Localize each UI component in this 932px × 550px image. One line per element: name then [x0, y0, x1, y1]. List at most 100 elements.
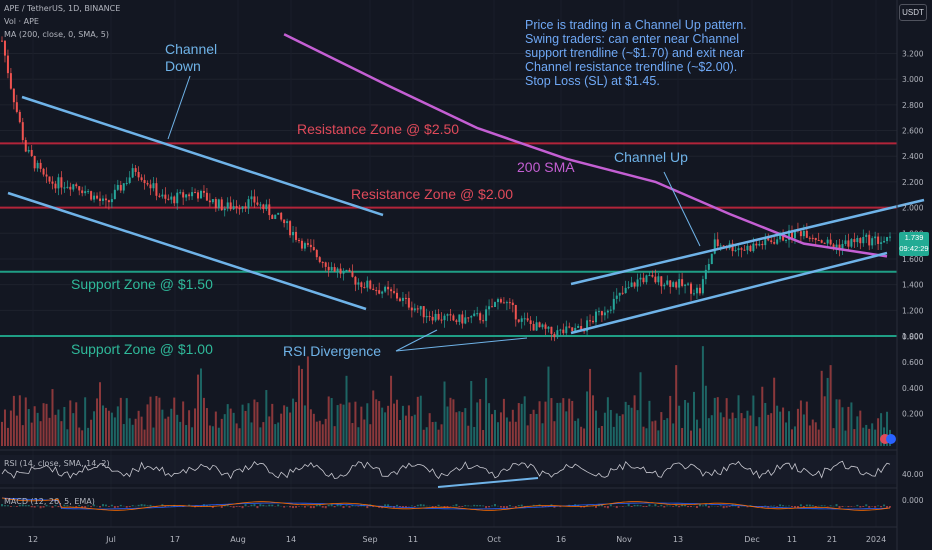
candle-body [883, 241, 886, 243]
analysis-note: Price is trading in a Channel Up pattern… [525, 18, 747, 88]
macd-bar [862, 506, 865, 507]
volume-bar [363, 419, 366, 446]
volume-bar [645, 428, 648, 446]
volume-bar [387, 405, 390, 446]
macd-bar [776, 506, 779, 507]
candle-body [529, 320, 532, 325]
time-tick-label: 14 [286, 535, 296, 544]
volume-bar [488, 403, 491, 446]
macd-bar [609, 504, 612, 507]
macd-bar [229, 506, 232, 507]
volume-bar [289, 412, 292, 446]
volume-bar [146, 404, 149, 446]
candle-body [24, 140, 27, 152]
volume-bar [27, 409, 30, 446]
macd-bar [479, 505, 482, 507]
candle-body [461, 314, 464, 324]
volume-bar [707, 418, 710, 446]
macd-bar [354, 505, 357, 507]
ma-legend[interactable]: MA (200, close, 0, SMA, 5) [4, 30, 110, 39]
volume-bar [39, 421, 42, 446]
volume-bar [303, 405, 306, 446]
volume-bar [710, 415, 713, 446]
macd-bar [790, 506, 793, 507]
channel-down-label-2: Down [165, 58, 201, 74]
volume-bar [265, 390, 268, 446]
macd-bar [621, 506, 624, 507]
candle-body [238, 208, 241, 210]
candle-body [390, 289, 393, 292]
volume-tick-label: 0.600 [902, 358, 924, 367]
volume-bar [295, 402, 298, 446]
volume-bar [594, 410, 597, 446]
volume-legend[interactable]: Vol · APE [4, 17, 39, 26]
event-flag-icon[interactable] [886, 434, 896, 444]
candle-body [360, 282, 363, 288]
macd-bar [431, 506, 434, 508]
volume-bar [633, 395, 636, 446]
candle-body [9, 73, 12, 89]
volume-bar [318, 420, 321, 446]
volume-bar [856, 416, 859, 446]
candle-body [690, 283, 693, 294]
macd-bar [704, 504, 707, 507]
volume-bar [182, 401, 185, 446]
volume-bar [12, 395, 15, 446]
macd-bar [401, 506, 404, 508]
candle-body [449, 314, 452, 316]
candle-body [470, 316, 473, 318]
candle-body [511, 302, 514, 306]
volume-bar [782, 407, 785, 446]
price-tick-label: 2.200 [902, 178, 924, 187]
volume-bar [672, 423, 675, 446]
candles [1, 36, 891, 342]
volume-bar [395, 399, 398, 446]
candle-body [119, 184, 122, 191]
macd-bar [764, 505, 767, 507]
macd-bar [594, 506, 597, 508]
candle-body [770, 240, 773, 243]
volume-bar [740, 413, 743, 446]
candle-body [107, 200, 110, 203]
candle-body [817, 239, 820, 241]
time-tick-label: Dec [744, 535, 759, 544]
macd-bar [336, 504, 339, 507]
rsi-legend[interactable]: RSI (14, close, SMA, 14, 2) [4, 459, 110, 468]
volume-bar [66, 429, 69, 446]
volume-bar [173, 397, 176, 446]
macd-legend[interactable]: MACD (12, 26, 5, EMA) [4, 497, 95, 506]
macd-bar [116, 506, 119, 508]
macd-bar [39, 506, 42, 509]
time-tick-label: 11 [787, 535, 797, 544]
candle-body [428, 316, 431, 318]
candle-body [199, 190, 202, 199]
time-axis[interactable]: 12 Jul 17 Aug 14 Sep 11 Oct 16 Nov 13 Dec 11 21 2024 [28, 535, 886, 544]
currency-button[interactable]: USDT [899, 4, 927, 21]
current-price-time: 09:42:29 [899, 244, 929, 253]
volume-bar [482, 429, 485, 446]
macd-bar [802, 506, 805, 508]
macd-bar [880, 506, 883, 508]
volume-bar [60, 421, 63, 446]
candle-body [247, 199, 250, 209]
volume-bar [817, 429, 820, 446]
candle-body [191, 192, 194, 197]
volume-bar [104, 407, 107, 446]
candle-body [381, 291, 384, 294]
candle-body [612, 298, 615, 310]
symbol-legend[interactable]: APE / TetherUS, 1D, BINANCE [4, 4, 121, 13]
macd-bar [226, 505, 229, 507]
macd-bar [416, 504, 419, 507]
candle-body [369, 280, 372, 289]
macd-bar [348, 506, 351, 508]
volume-bar [758, 417, 761, 446]
volume-bar [194, 408, 197, 446]
candle-body [39, 162, 42, 169]
candle-body [101, 198, 104, 201]
macd-bar [93, 504, 96, 507]
candle-body [713, 239, 716, 254]
volume-bar [808, 425, 811, 446]
candle-body [868, 234, 871, 246]
macd-bar [603, 506, 606, 508]
